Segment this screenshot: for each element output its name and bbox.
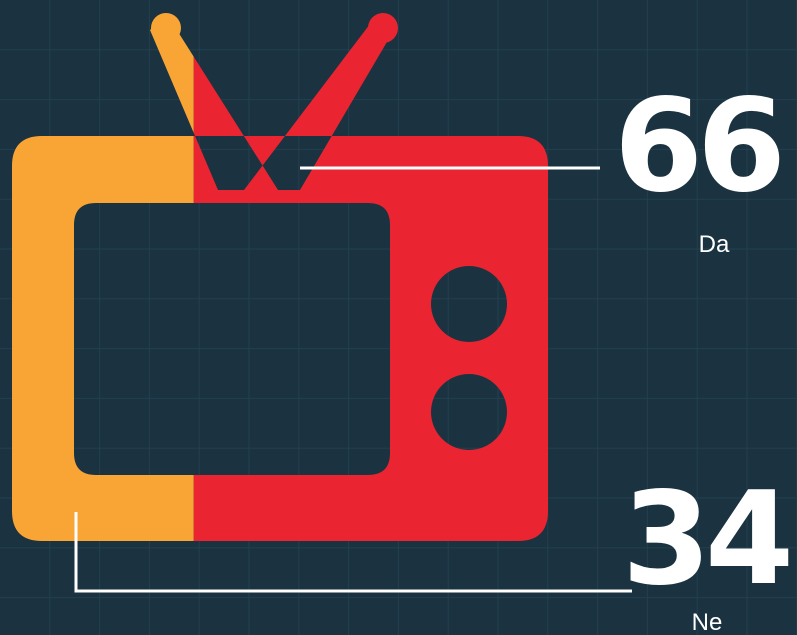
da-category-label: Da <box>699 231 730 258</box>
ne-category-label: Ne <box>692 609 723 635</box>
ne-leader-line <box>74 512 632 593</box>
da-value-label: 66 <box>614 72 780 221</box>
ne-value-label: 34 <box>622 465 789 614</box>
